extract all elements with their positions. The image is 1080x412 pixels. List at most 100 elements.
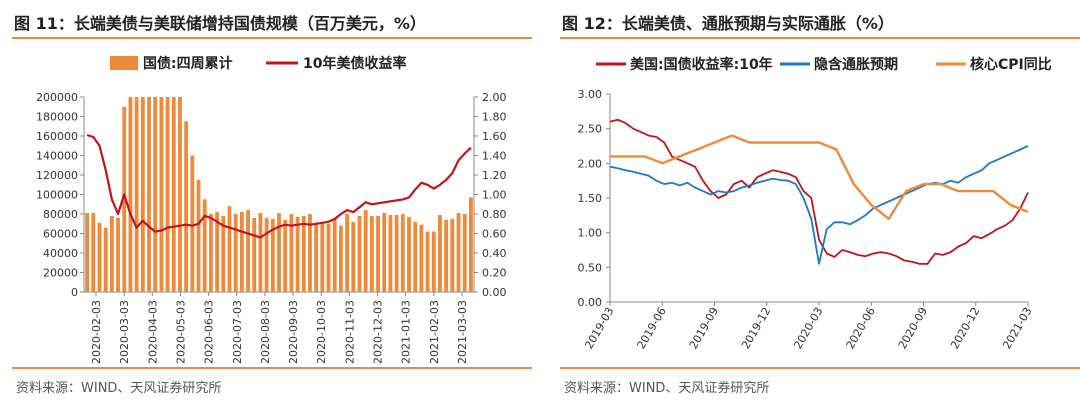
bar xyxy=(301,215,306,292)
x-tick-label: 2020-08-03 xyxy=(259,300,272,364)
bar xyxy=(394,214,399,292)
series-line-yield xyxy=(86,133,472,239)
y-tick-label: 180000 xyxy=(36,111,78,124)
chart-2-plot: 美国:国债收益率:10年 隐含通胀预期 核心CPI同比 0.00 0.50 1.00 1.5… xyxy=(578,56,1052,351)
y-tick-label: 100000 xyxy=(36,189,78,202)
bar xyxy=(264,217,269,292)
source-note: 资料来源：WIND、天风证券研究所 xyxy=(16,381,222,396)
y2-tick-label: 0.60 xyxy=(482,228,507,241)
bar xyxy=(450,218,455,292)
bar xyxy=(308,214,312,292)
bar xyxy=(239,212,244,292)
y-tick-label: 1.00 xyxy=(578,227,603,240)
bar xyxy=(252,217,257,292)
source-divider xyxy=(560,367,1080,369)
bar xyxy=(332,218,337,292)
bar xyxy=(425,231,430,292)
bar xyxy=(277,213,281,292)
bar xyxy=(147,97,151,292)
legend-label: 美国:国债收益率:10年 xyxy=(630,56,773,73)
bar xyxy=(363,210,368,292)
bar xyxy=(283,219,288,292)
x-tick-label: 2020-11-03 xyxy=(343,300,356,364)
y-tick-label: 0.50 xyxy=(578,261,603,274)
y-tick-label: 80000 xyxy=(43,208,78,221)
bar xyxy=(215,212,220,292)
y-tick-label: 0.00 xyxy=(578,296,603,309)
y2-tick-label: 1.40 xyxy=(482,150,507,163)
bar xyxy=(140,97,145,292)
bar xyxy=(456,213,461,292)
bar xyxy=(407,216,411,292)
bar xyxy=(320,221,325,292)
bar xyxy=(208,214,213,292)
x-tick-label: 2019-09 xyxy=(687,305,721,351)
bar xyxy=(270,218,275,292)
x-tick-label: 2019-06 xyxy=(635,305,669,351)
bar xyxy=(116,217,120,292)
bar xyxy=(413,221,418,292)
x-tick-label: 2020-03-03 xyxy=(118,300,131,364)
bar xyxy=(382,213,387,292)
y2-tick-label: 0.20 xyxy=(482,267,507,280)
y2-tick-label: 2.00 xyxy=(482,91,507,104)
bar xyxy=(128,97,133,292)
bar xyxy=(258,213,263,292)
bar xyxy=(468,197,473,292)
x-tick-label: 2019-03 xyxy=(582,305,616,351)
bar xyxy=(134,97,139,292)
bar xyxy=(438,214,442,292)
x-tick-label: 2021-02-03 xyxy=(428,300,441,364)
x-tick-label: 2019-12 xyxy=(739,305,773,351)
y-tick-label: 2.00 xyxy=(578,157,603,170)
x-tick-label: 2020-07-03 xyxy=(231,300,244,364)
legend-label: 国债:四周累计 xyxy=(143,55,233,72)
y2-tick-label: 1.00 xyxy=(482,189,507,202)
bar xyxy=(400,214,405,292)
series-line-10y-yield xyxy=(609,118,1029,265)
y-tick-label: 0 xyxy=(71,286,78,299)
bar xyxy=(103,227,108,292)
chart-panel-2: 图 12：长端美债、通胀预期与实际通胀（%） 美国:国债收益率:10年 隐含通胀预… xyxy=(548,0,1080,412)
bar xyxy=(85,213,90,292)
x-tick-label: 2020-02-03 xyxy=(90,300,103,364)
bar xyxy=(314,223,319,292)
x-tick-label: 2020-06 xyxy=(844,305,878,351)
legend-label: 核心CPI同比 xyxy=(970,56,1052,73)
bar xyxy=(190,155,195,292)
x-tick-label: 2020-04-03 xyxy=(146,300,159,364)
x-tick-label: 2020-09-03 xyxy=(287,300,300,364)
bar xyxy=(184,121,189,292)
bar xyxy=(369,215,374,292)
bar xyxy=(196,179,201,292)
bar xyxy=(165,97,170,292)
bar xyxy=(159,97,164,292)
bar xyxy=(462,214,467,292)
bar xyxy=(97,222,102,292)
bar xyxy=(91,213,96,292)
bar xyxy=(338,225,343,292)
x-tick-label: 2021-03 xyxy=(1000,305,1034,351)
title-divider xyxy=(560,37,1080,39)
bar xyxy=(376,215,380,292)
series-line-breakeven xyxy=(609,145,1029,265)
x-tick-label: 2020-12-03 xyxy=(372,300,385,364)
bar xyxy=(419,224,424,292)
x-tick-label: 2021-03-03 xyxy=(456,300,469,364)
bar xyxy=(351,221,356,292)
chart-title: 图 12：长端美债、通胀预期与实际通胀（%） xyxy=(562,14,894,33)
x-tick-label: 2020-12 xyxy=(948,305,982,351)
y-tick-label: 20000 xyxy=(43,267,78,280)
x-tick-label: 2020-09 xyxy=(896,305,930,351)
source-note: 资料来源：WIND、天风证券研究所 xyxy=(564,381,770,396)
y-tick-label: 120000 xyxy=(36,169,78,182)
bar xyxy=(431,231,436,292)
x-tick-label: 2020-10-03 xyxy=(315,300,328,364)
bar xyxy=(357,215,362,292)
legend-label: 10年美债收益率 xyxy=(303,55,406,72)
y2-tick-label: 1.80 xyxy=(482,111,507,124)
bar xyxy=(178,97,182,292)
y-tick-label: 200000 xyxy=(36,91,78,104)
y-tick-label: 40000 xyxy=(43,247,78,260)
bar xyxy=(227,206,232,292)
